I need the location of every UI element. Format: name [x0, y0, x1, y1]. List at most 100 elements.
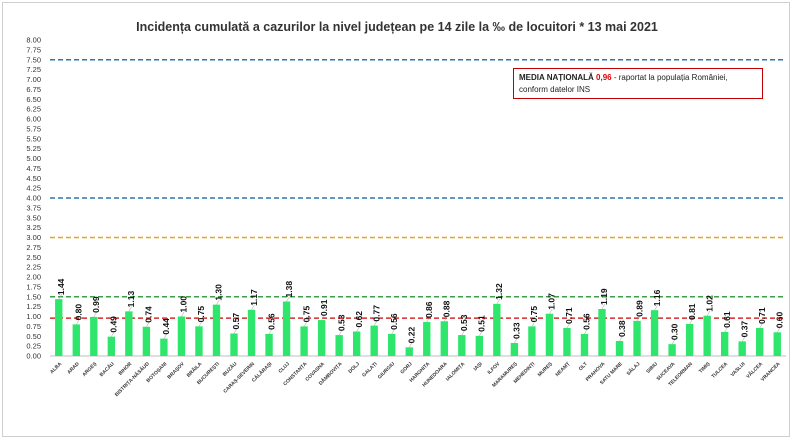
- bar: [247, 309, 256, 356]
- bar: [510, 342, 519, 356]
- bar: [90, 316, 98, 356]
- value-label: 0.30: [669, 323, 679, 340]
- label-leader: [303, 321, 308, 327]
- y-tick-label: 4.75: [26, 164, 41, 173]
- label-leader: [268, 328, 273, 335]
- label-leader: [58, 293, 62, 300]
- value-label: 0.74: [144, 306, 154, 323]
- label-leader: [163, 333, 168, 339]
- value-label: 1.19: [599, 288, 609, 305]
- value-label: 1.17: [249, 289, 259, 306]
- y-tick-label: 5.50: [26, 134, 41, 143]
- category-label: SĂLAJ: [625, 360, 642, 377]
- label-leader: [233, 328, 238, 334]
- y-tick-label: 7.50: [26, 55, 41, 64]
- category-label: BUZĂU: [221, 360, 239, 378]
- category-label: CLUJ: [278, 361, 292, 375]
- bar: [55, 299, 63, 356]
- value-label: 0.75: [301, 306, 311, 323]
- value-label: 0.99: [91, 296, 101, 313]
- label-leader: [216, 299, 220, 305]
- bar: [545, 313, 554, 356]
- bar: [72, 324, 80, 356]
- value-label: 0.71: [757, 307, 767, 324]
- y-tick-label: 3.25: [26, 223, 41, 232]
- value-label: 1.38: [284, 281, 294, 298]
- value-label: 0.44: [161, 318, 171, 335]
- category-label: BIHOR: [118, 361, 134, 377]
- label-leader: [636, 315, 641, 321]
- bar: [720, 331, 729, 356]
- value-label: 1.02: [704, 295, 714, 312]
- y-tick-label: 4.25: [26, 184, 41, 193]
- y-tick-label: 1.50: [26, 292, 41, 301]
- note-line2: conform datelor INS: [519, 85, 591, 94]
- value-label: 0.56: [266, 313, 276, 330]
- y-tick-label: 8.00: [26, 36, 41, 45]
- category-label: SIBIU: [645, 361, 659, 375]
- value-label: 0.91: [319, 299, 329, 316]
- reference-lines: [50, 59, 786, 319]
- y-tick-label: 0.50: [26, 332, 41, 341]
- bar: [475, 335, 484, 356]
- label-leader: [584, 328, 588, 335]
- value-labels: 1.44 0.80 0.99 0.49 1.13 0.74 0.44 1.00 0.75 1.30…: [56, 278, 784, 348]
- category-label: BRAȘOV: [166, 361, 186, 381]
- category-label: TULCEA: [710, 361, 729, 380]
- bar: [493, 303, 501, 356]
- value-label: 0.53: [459, 314, 469, 331]
- category-label: DOLJ: [347, 361, 361, 375]
- note-heading: MEDIA NAȚIONALĂ: [519, 73, 594, 82]
- y-tick-label: 6.75: [26, 85, 41, 94]
- y-tick-label: 6.25: [26, 105, 41, 114]
- category-label: VRANCEA: [760, 361, 782, 383]
- y-tick-label: 2.50: [26, 253, 41, 262]
- bar: [195, 326, 203, 356]
- category-label: GORJ: [399, 361, 413, 375]
- y-tick-label: 1.25: [26, 302, 41, 311]
- y-tick-label: 5.25: [26, 144, 41, 153]
- label-leader: [654, 305, 658, 311]
- value-label: 0.71: [564, 307, 574, 324]
- bar: [440, 321, 448, 356]
- label-leader: [76, 319, 80, 325]
- bar: [160, 338, 168, 356]
- bar: [282, 301, 291, 356]
- category-label: BACĂU: [98, 360, 116, 378]
- bar: [370, 325, 378, 356]
- bar: [142, 326, 151, 356]
- label-leader: [514, 337, 518, 344]
- y-tick-label: 5.00: [26, 154, 41, 163]
- category-label: IALOMIȚA: [445, 361, 467, 383]
- bar: [756, 327, 764, 356]
- y-tick-label: 7.75: [26, 45, 41, 54]
- category-label: TIMIȘ: [698, 361, 712, 375]
- label-leader: [111, 331, 115, 337]
- value-label: 0.53: [336, 314, 346, 331]
- label-leader: [181, 311, 185, 317]
- bar: [528, 326, 536, 356]
- bar: [405, 347, 413, 356]
- value-label: 1.00: [179, 296, 189, 313]
- chart-frame: [2, 2, 790, 437]
- value-label: 0.61: [722, 311, 732, 328]
- value-label: 0.80: [74, 304, 84, 321]
- y-tick-label: 7.00: [26, 75, 41, 84]
- y-tick-label: 0.75: [26, 322, 41, 331]
- label-leader: [426, 316, 430, 323]
- bar: [335, 335, 343, 356]
- category-label: IAȘI: [473, 361, 485, 373]
- y-tick-label: 3.00: [26, 233, 41, 242]
- y-tick-label: 0.00: [26, 352, 41, 361]
- value-label: 0.60: [774, 311, 784, 328]
- bar: [668, 344, 676, 356]
- label-leader: [689, 318, 693, 325]
- value-label: 0.56: [389, 313, 399, 330]
- bar: [685, 324, 694, 356]
- bar: [300, 326, 308, 356]
- label-leader: [391, 328, 395, 335]
- y-tick-label: 3.75: [26, 203, 41, 212]
- bar: [458, 335, 466, 356]
- bar: [615, 340, 624, 356]
- value-label: 0.49: [109, 316, 119, 333]
